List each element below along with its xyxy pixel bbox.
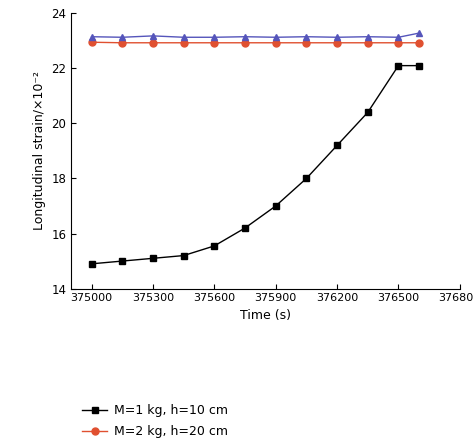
Legend: M=1 kg, h=10 cm, M=2 kg, h=20 cm, M=3 kg, h=30 cm: M=1 kg, h=10 cm, M=2 kg, h=20 cm, M=3 kg… bbox=[77, 400, 233, 444]
X-axis label: Time (s): Time (s) bbox=[240, 309, 291, 322]
Y-axis label: Longitudinal strain/×10⁻²: Longitudinal strain/×10⁻² bbox=[33, 71, 46, 230]
